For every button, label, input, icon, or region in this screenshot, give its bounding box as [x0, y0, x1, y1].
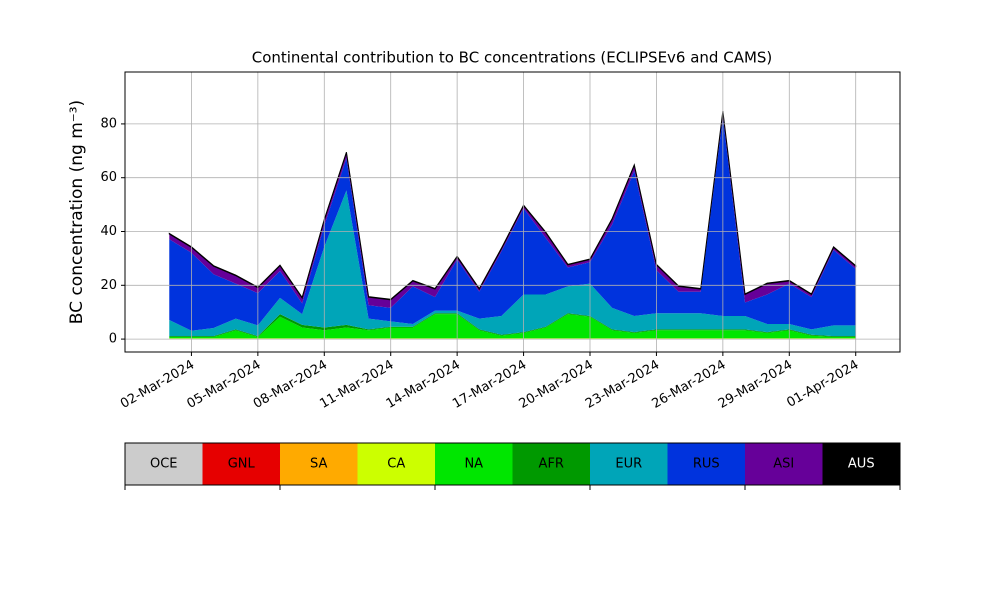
legend-label: AUS [848, 457, 875, 472]
legend-swatch [667, 443, 745, 485]
area [169, 116, 856, 331]
chart-title: Continental contribution to BC concentra… [252, 49, 773, 67]
legend-label: NA [464, 457, 483, 472]
y-tick-label: 80 [100, 116, 117, 131]
area [169, 338, 856, 339]
legend-label: RUS [693, 457, 720, 472]
legend-label: CA [387, 457, 405, 472]
legend-label: OCE [150, 457, 178, 472]
legend-swatch [822, 443, 900, 485]
legend-swatch [125, 443, 203, 485]
legend-swatch [202, 443, 280, 485]
y-tick-label: 40 [100, 224, 117, 239]
legend-swatch [280, 443, 358, 485]
legend-label: GNL [228, 457, 256, 472]
legend-label: AFR [539, 457, 564, 472]
legend-label: ASI [773, 457, 794, 472]
legend-swatch [357, 443, 435, 485]
legend-swatch [590, 443, 668, 485]
y-tick-label: 60 [100, 170, 117, 185]
y-tick-label: 20 [100, 278, 117, 293]
legend-swatch [512, 443, 590, 485]
plot-frame [124, 71, 901, 353]
y-axis-label: BC concentration (ng m⁻³) [67, 100, 87, 324]
y-tick-label: 0 [109, 332, 117, 347]
legend-swatch [745, 443, 823, 485]
legend-label: EUR [615, 457, 642, 472]
legend-frame [124, 442, 901, 486]
area [169, 314, 856, 339]
legend-swatch [435, 443, 513, 485]
area [169, 190, 856, 337]
legend-label: SA [310, 457, 327, 472]
